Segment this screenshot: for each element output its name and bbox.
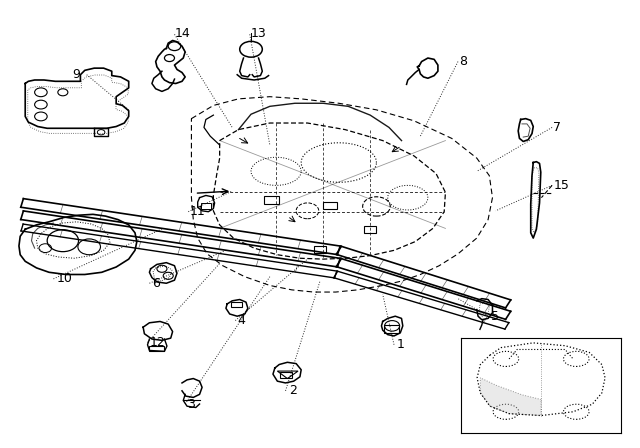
Text: 10: 10 [56,272,72,285]
Text: 4: 4 [237,314,245,327]
Text: 7: 7 [554,121,561,134]
Text: 9: 9 [72,68,80,81]
Text: 13: 13 [251,26,267,39]
Text: 6: 6 [152,277,160,290]
Bar [280,371,292,378]
Text: 3: 3 [187,397,195,410]
Text: 15: 15 [554,179,569,192]
Text: 2: 2 [289,384,296,397]
Bar [231,302,242,307]
Text: 12: 12 [149,336,165,349]
Bar [264,196,279,204]
Bar [384,325,399,333]
Bar [201,203,211,209]
Bar [364,226,376,233]
Text: 00J06482: 00J06482 [520,425,557,434]
Bar [314,246,326,253]
Text: 8: 8 [460,55,467,68]
Text: 11: 11 [189,205,205,218]
Text: 5: 5 [491,310,499,323]
Text: 14: 14 [175,26,190,39]
Bar [323,202,337,209]
Text: 1: 1 [397,338,404,351]
Bar [149,346,164,351]
